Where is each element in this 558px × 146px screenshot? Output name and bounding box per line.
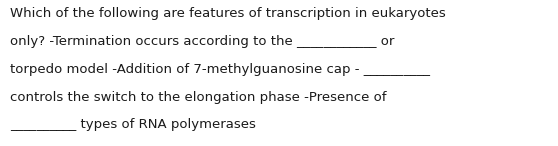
Text: Which of the following are features of transcription in eukaryotes: Which of the following are features of t…: [10, 7, 446, 20]
Text: controls the switch to the elongation phase -Presence of: controls the switch to the elongation ph…: [10, 91, 387, 104]
Text: __________ types of RNA polymerases: __________ types of RNA polymerases: [10, 118, 256, 131]
Text: torpedo model -Addition of 7-methylguanosine cap - __________: torpedo model -Addition of 7-methylguano…: [10, 63, 430, 76]
Text: only? -Termination occurs according to the ____________ or: only? -Termination occurs according to t…: [10, 35, 395, 48]
